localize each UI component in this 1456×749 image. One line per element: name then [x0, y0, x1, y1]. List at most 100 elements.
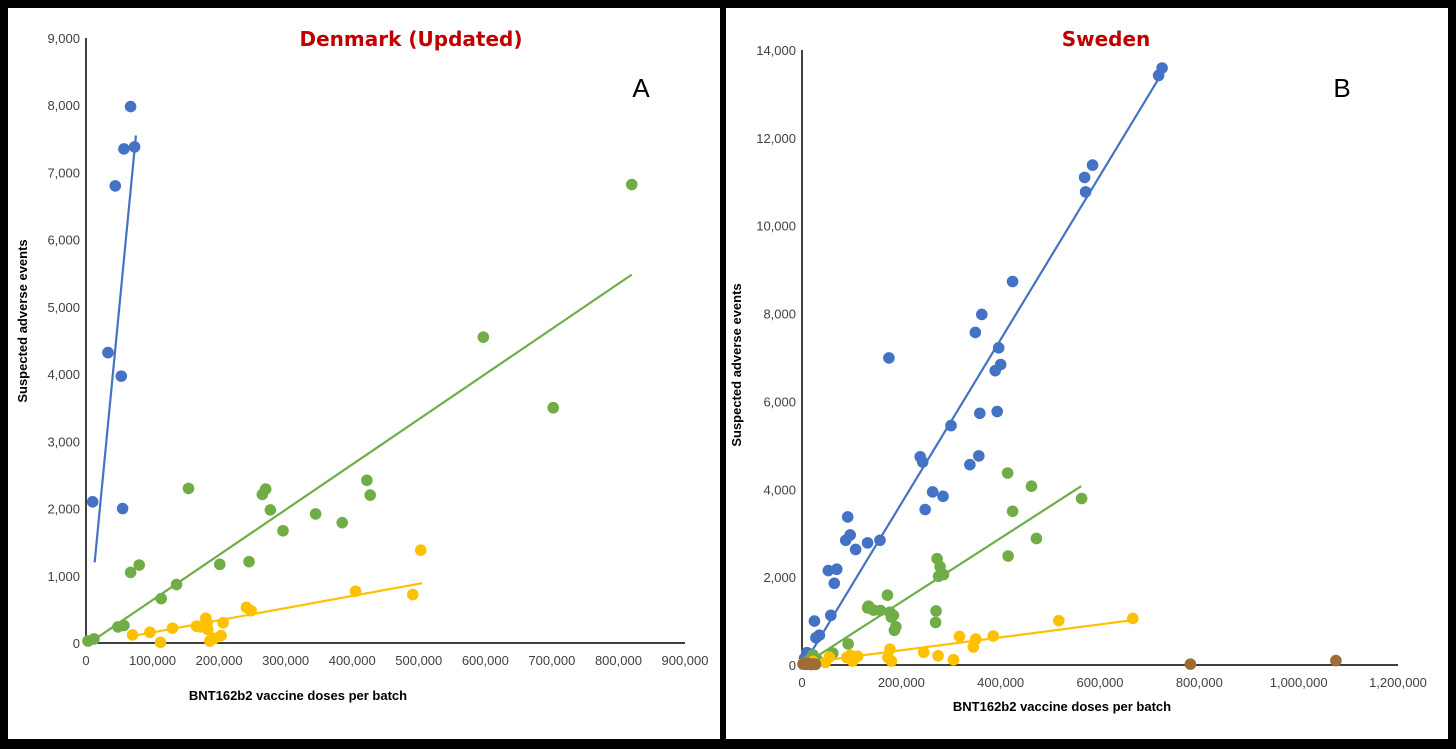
data-point-blue: [973, 450, 985, 462]
axes: [85, 38, 685, 644]
data-point-blue: [1156, 62, 1168, 74]
data-point-green: [929, 616, 942, 629]
data-point-blue: [937, 490, 949, 503]
data-point-blue: [124, 100, 137, 113]
data-point-green: [881, 589, 894, 601]
data-point-yellow: [953, 630, 966, 643]
y-tick-label: 6,000: [763, 394, 796, 409]
data-point-blue: [825, 609, 837, 622]
y-tick-label: 2,000: [763, 570, 796, 585]
x-tick-label: 0: [798, 675, 805, 690]
data-point-yellow: [885, 655, 898, 667]
x-tick-label: 400,000: [329, 653, 376, 668]
y-tick-label: 4,000: [763, 482, 796, 497]
data-point-green: [1030, 532, 1043, 545]
x-tick-label: 200,000: [878, 675, 925, 690]
trendline-yellow: [811, 619, 1133, 664]
data-point-green: [259, 483, 272, 495]
data-point-green: [625, 178, 638, 191]
x-tick-label: 1,000,000: [1270, 675, 1328, 690]
series-yellow: [126, 544, 427, 649]
data-point-yellow: [1052, 614, 1065, 627]
data-point-blue: [992, 342, 1005, 354]
series-yellow: [807, 612, 1139, 669]
data-point-green: [264, 504, 277, 516]
data-point-blue: [118, 143, 130, 155]
x-tick-label: 900,000: [662, 653, 709, 668]
panel-label: B: [1333, 73, 1350, 103]
axes: [801, 50, 1398, 666]
chart-panel-denmark: Denmark (Updated) A BNT162b2 vaccine dos…: [8, 8, 720, 739]
scatter-chart-denmark: Denmark (Updated) A BNT162b2 vaccine dos…: [15, 27, 709, 703]
data-point-yellow: [947, 653, 960, 666]
data-point-blue: [830, 563, 843, 576]
data-point-green: [890, 620, 902, 633]
y-tick-label: 12,000: [756, 131, 796, 146]
data-point-blue: [964, 458, 976, 471]
x-axis-title: BNT162b2 vaccine doses per batch: [189, 688, 407, 703]
data-point-brown: [1184, 658, 1197, 670]
data-point-green: [182, 482, 195, 495]
data-point-yellow: [1126, 612, 1139, 625]
data-point-green: [336, 516, 349, 529]
y-tick-label: 1,000: [47, 569, 80, 584]
data-point-green: [1025, 480, 1038, 493]
data-point-blue: [991, 405, 1003, 418]
data-point-blue: [975, 308, 988, 321]
data-point-blue: [841, 511, 854, 523]
y-axis-title: Suspected adverse events: [15, 239, 30, 402]
scatter-chart-sweden: Sweden B BNT162b2 vaccine doses per batc…: [729, 27, 1427, 714]
data-point-green: [243, 555, 255, 568]
panel-label: A: [632, 73, 650, 103]
y-tick-label: 0: [73, 636, 80, 651]
x-tick-label: 100,000: [129, 653, 176, 668]
data-point-blue: [102, 346, 114, 359]
y-tick-label: 7,000: [47, 165, 80, 180]
y-tick-label: 4,000: [47, 367, 80, 382]
series-blue: [798, 62, 1168, 666]
trendline-green: [802, 485, 1082, 666]
data-point-blue: [109, 180, 122, 192]
data-point-green: [124, 566, 137, 579]
chart-title: Denmark (Updated): [300, 27, 523, 51]
data-point-green: [364, 489, 376, 501]
data-point-blue: [883, 352, 895, 364]
data-point-green: [1001, 467, 1014, 479]
data-point-blue: [969, 326, 982, 339]
series-blue: [86, 100, 141, 563]
data-point-brown: [809, 658, 822, 671]
data-point-blue: [116, 502, 129, 515]
data-point-green: [1006, 505, 1019, 518]
data-point-green: [1002, 550, 1014, 562]
y-axis-title: Suspected adverse events: [729, 283, 744, 446]
data-point-brown: [1330, 654, 1342, 667]
y-tick-label: 5,000: [47, 300, 80, 315]
data-point-blue: [1086, 159, 1099, 171]
series-brown: [797, 654, 1342, 671]
y-tick-label: 2,000: [47, 502, 80, 517]
y-tick-label: 14,000: [756, 43, 796, 58]
y-tick-label: 8,000: [47, 98, 80, 113]
data-point-green: [930, 605, 942, 617]
data-point-green: [547, 401, 560, 414]
chart-panel-sweden: Sweden B BNT162b2 vaccine doses per batc…: [726, 8, 1448, 739]
data-point-green: [133, 559, 146, 571]
data-point-green: [1075, 492, 1088, 505]
data-point-blue: [974, 407, 986, 420]
x-tick-label: 400,000: [977, 675, 1024, 690]
data-point-blue: [945, 419, 957, 432]
data-point-yellow: [917, 646, 930, 659]
y-tick-label: 10,000: [756, 219, 796, 234]
data-point-green: [477, 331, 490, 343]
data-point-green: [213, 558, 226, 571]
data-point-blue: [808, 615, 821, 627]
data-point-yellow: [154, 636, 167, 649]
trendline-blue: [93, 135, 138, 563]
x-tick-label: 800,000: [595, 653, 642, 668]
y-tick-label: 6,000: [47, 233, 80, 248]
data-point-blue: [115, 370, 128, 382]
data-point-blue: [994, 358, 1007, 371]
data-point-blue: [926, 486, 939, 498]
trendline-green: [88, 273, 633, 644]
data-point-blue: [86, 496, 99, 508]
